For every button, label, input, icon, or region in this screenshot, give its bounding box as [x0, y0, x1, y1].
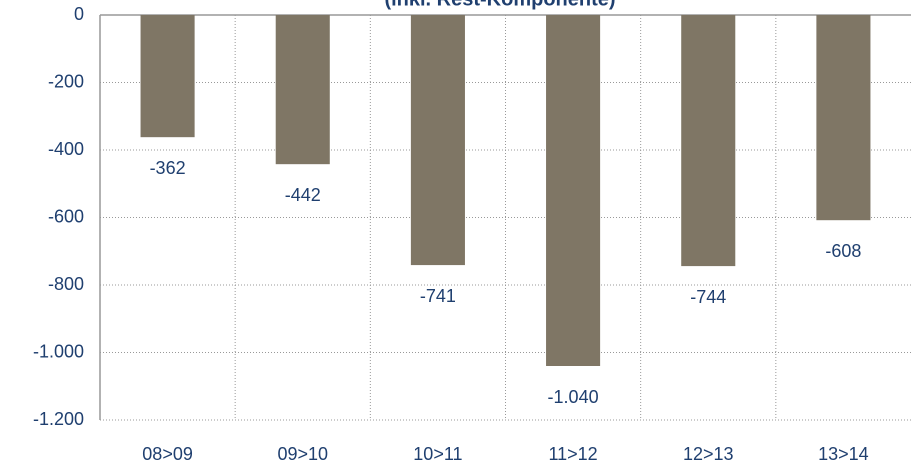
data-label: -608 — [825, 241, 861, 261]
x-tick-label: 10>11 — [413, 444, 462, 464]
bar — [275, 15, 330, 165]
data-label: -741 — [420, 286, 456, 306]
data-label: -1.040 — [548, 387, 599, 407]
data-label: -744 — [690, 287, 726, 307]
x-tick-label: 13>14 — [818, 444, 869, 464]
bar — [816, 15, 871, 221]
y-tick-label: 0 — [74, 4, 84, 24]
y-tick-label: -1.000 — [33, 341, 84, 361]
data-label: -362 — [150, 158, 186, 178]
bar — [681, 15, 736, 267]
x-tick-label: 08>09 — [142, 444, 193, 464]
x-tick-label: 11>12 — [548, 444, 597, 464]
y-tick-label: -800 — [48, 274, 84, 294]
y-tick-label: -600 — [48, 206, 84, 226]
y-tick-label: -400 — [48, 139, 84, 159]
x-tick-label: 09>10 — [277, 444, 328, 464]
bar — [410, 15, 465, 266]
x-tick-label: 12>13 — [683, 444, 734, 464]
bar — [546, 15, 601, 366]
data-label: -442 — [285, 185, 321, 205]
chart-title: (inkl. Rest-Komponente) — [384, 0, 615, 10]
y-tick-label: -1.200 — [33, 409, 84, 429]
y-tick-label: -200 — [48, 71, 84, 91]
bar — [140, 15, 195, 138]
